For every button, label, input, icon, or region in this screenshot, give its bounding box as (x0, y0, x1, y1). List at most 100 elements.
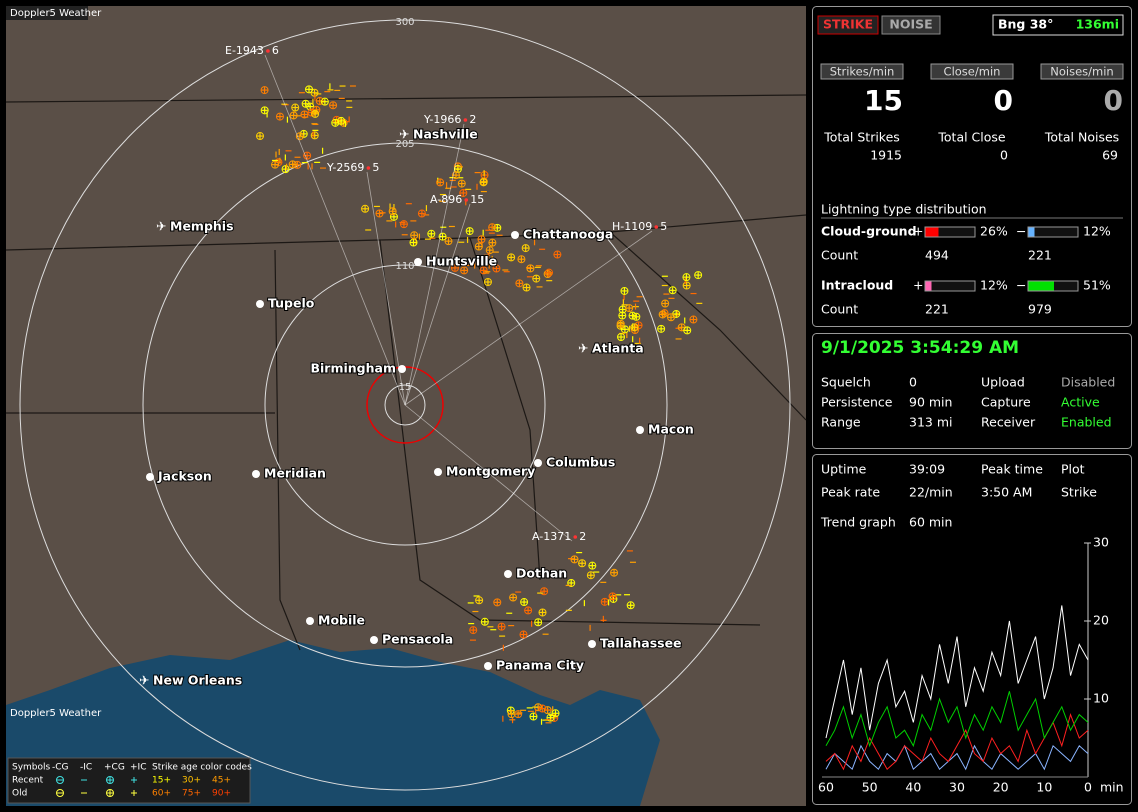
strike-symbol (459, 188, 468, 197)
legend-box (7, 757, 251, 804)
city-label: Nashville (413, 127, 478, 142)
strike-symbol (303, 151, 312, 160)
strike-symbol (483, 278, 492, 287)
storm-id: Y-1966 (423, 113, 461, 126)
city-dot (588, 640, 596, 648)
strike-symbol (683, 326, 692, 335)
strike-symbol (546, 713, 555, 722)
strike-symbol (375, 209, 384, 218)
strike-symbol (275, 112, 284, 121)
strike-symbol (667, 313, 676, 322)
strike-symbol (661, 299, 670, 308)
strike-symbol (538, 704, 547, 713)
state-borders (5, 94, 807, 651)
strike-symbol (616, 319, 625, 328)
city-dot (370, 636, 378, 644)
status-cell: Enabled (1061, 415, 1112, 430)
age-code: 30+ (182, 776, 201, 786)
city-label: Atlanta (592, 341, 644, 356)
legend: Symbols -CG -IC +CG +IC Strike age color code… (12, 763, 252, 799)
count-value: 494 (925, 248, 949, 263)
y-tick-label: 10 (1093, 691, 1109, 706)
trend-info: Peak rate (821, 485, 880, 500)
strike-symbol (469, 626, 478, 635)
rate-label: Close/min (944, 65, 1001, 79)
x-tick-label: 40 (905, 780, 921, 795)
storm-count: 2 (469, 113, 476, 126)
storm-ray (404, 123, 465, 406)
legend-symbol (106, 776, 114, 784)
legend-symbol (56, 776, 64, 784)
strike-symbol (532, 274, 541, 283)
strike-button[interactable] (817, 15, 879, 35)
strike-symbol (320, 97, 329, 106)
range-label: 205 (395, 139, 414, 150)
strike-symbol (475, 596, 484, 605)
bearing-box (992, 14, 1124, 36)
rate-value: 0 (1104, 84, 1123, 117)
map-watermark: Doppler5 Weather (10, 708, 102, 719)
bar-track (1027, 226, 1079, 238)
strike-symbol (417, 209, 426, 218)
strike-symbol (295, 132, 304, 141)
strike-symbol (410, 231, 419, 240)
strike-symbol (524, 606, 533, 615)
strike-symbol (288, 160, 297, 169)
strike-symbol (300, 110, 309, 119)
city-label: Macon (648, 422, 694, 437)
strike-symbol (399, 220, 408, 229)
strike-symbol (497, 622, 506, 631)
count-label: Count (821, 248, 858, 263)
sign: + (913, 224, 923, 239)
status-cell: Squelch (821, 375, 871, 390)
strike-symbol (625, 304, 634, 313)
strike-symbol (553, 250, 562, 259)
city-dot (306, 617, 314, 625)
strike-symbol (515, 279, 524, 288)
trend-info: Strike (1061, 485, 1097, 500)
trend-info: 3:50 AM (981, 485, 1032, 500)
strike-symbol (389, 212, 398, 221)
sign: + (913, 278, 923, 293)
bar (1028, 227, 1035, 237)
storm-dot (464, 198, 469, 202)
strike-symbol (291, 103, 300, 112)
strike-symbol (507, 253, 516, 262)
status-cell: Range (821, 415, 861, 430)
strike-symbol (507, 710, 516, 719)
city-label: Meridian (264, 466, 326, 481)
city-label: Jackson (157, 469, 212, 484)
trend-info: 22/min (909, 485, 953, 500)
title-tab (6, 6, 88, 20)
trend-line (825, 744, 1089, 771)
noise-button-label: NOISE (889, 17, 932, 32)
strike-symbol (479, 266, 488, 275)
storm-ray (366, 171, 406, 406)
airport-icon: ✈ (139, 673, 149, 688)
strike-symbol (620, 286, 629, 295)
storm-id: Y-2569 (326, 161, 364, 174)
strike-symbol (457, 179, 466, 188)
strike-symbol (493, 598, 502, 607)
total-label: Total Noises (1044, 130, 1119, 145)
city-label: Pensacola (382, 632, 453, 647)
status-cell: 0 (909, 375, 917, 390)
storm-dot (366, 166, 371, 170)
strike-symbol (689, 315, 698, 324)
legend-header: -CG (52, 763, 69, 773)
city-dot (256, 300, 264, 308)
city-dot (434, 468, 442, 476)
city-dot (636, 426, 644, 434)
total-value: 0 (1000, 148, 1008, 163)
noise-button[interactable] (881, 15, 941, 35)
strike-symbol (281, 165, 290, 174)
strike-symbol (617, 333, 626, 342)
type-name: Cloud-ground (821, 224, 917, 239)
storm-id: E-1943 (225, 44, 264, 57)
legend-row-label: Old (12, 789, 27, 799)
range-label: 300 (395, 17, 414, 28)
strike-symbol (628, 311, 637, 320)
panel-frames (812, 6, 1132, 805)
storm-count: 15 (470, 193, 484, 206)
